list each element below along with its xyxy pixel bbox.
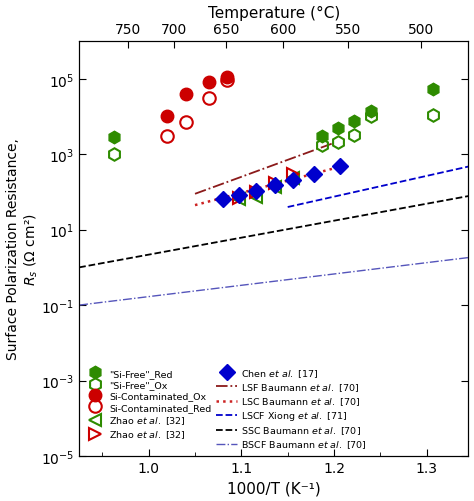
X-axis label: 1000/T (K⁻¹): 1000/T (K⁻¹) xyxy=(227,480,321,495)
X-axis label: Temperature (°C): Temperature (°C) xyxy=(208,6,340,21)
Legend: "Si-Free"_Red, "Si-Free"_Ox, Si-Contaminated_Ox, Si-Contaminated_Red, Zhao $et\ : "Si-Free"_Red, "Si-Free"_Ox, Si-Contamin… xyxy=(84,366,368,451)
Y-axis label: Surface Polarization Resistance,
$R_s$ (Ω cm²): Surface Polarization Resistance, $R_s$ (… xyxy=(6,138,39,360)
